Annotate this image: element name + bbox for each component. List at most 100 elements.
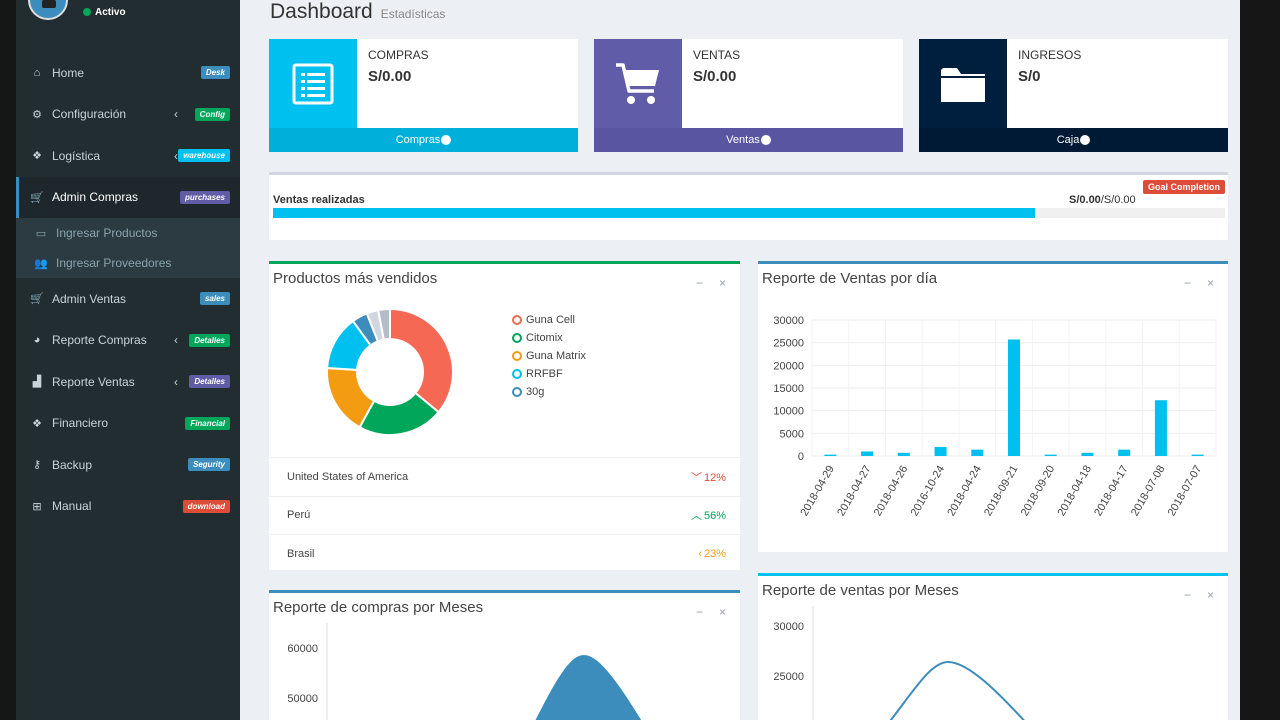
x-tick-label: 2018-07-07 <box>1166 464 1205 519</box>
x-tick-label: 2018-04-24 <box>945 464 984 519</box>
arrow-circle-right-icon <box>441 135 452 145</box>
bar[interactable] <box>1191 454 1204 456</box>
sidebar-item-configuración[interactable]: ⚙ Configuración ‹ Config <box>16 94 240 136</box>
bar[interactable] <box>1044 454 1057 456</box>
ventas-por-meses-box: Reporte de ventas por Meses −× 200002500… <box>758 573 1228 720</box>
bar[interactable] <box>1081 452 1094 456</box>
country-row[interactable]: United States of America ﹀ 12% <box>269 457 740 496</box>
progress-value: S/0.00/S/0.00 <box>1069 194 1136 206</box>
sidebar-item-backup[interactable]: ⚷ Backup Segurity <box>16 444 240 486</box>
ventas-footer-link[interactable]: Ventas <box>594 128 903 152</box>
submenu-item-ingresar-proveedores[interactable]: 👥 Ingresar Proveedores <box>16 248 240 278</box>
legend-item[interactable]: RRFBF <box>512 365 586 383</box>
bar[interactable] <box>934 446 947 456</box>
bar[interactable] <box>897 452 910 456</box>
country-row[interactable]: Brasil ‹ 23% <box>269 534 740 573</box>
home-icon: ⌂ <box>33 66 41 79</box>
minimize-icon[interactable]: − <box>695 276 703 290</box>
compras-value: S/0.00 <box>368 68 412 85</box>
box-tools: − × <box>1168 588 1214 602</box>
percentage-value: 12% <box>703 471 726 484</box>
sidebar-item-admin-compras[interactable]: 🛒 Admin Compras purchases <box>16 176 240 218</box>
folder-icon <box>941 67 985 102</box>
bar[interactable] <box>1008 339 1020 456</box>
key-icon: ⚷ <box>32 459 42 472</box>
ventas-value: S/0.00 <box>693 68 737 85</box>
country-percentage: ︿ 56% <box>691 507 726 523</box>
sidebar-badge: Detalles <box>189 333 230 347</box>
sidebar-item-label: Reporte Compras <box>52 333 147 348</box>
sidebar-item-label: Home <box>52 65 85 80</box>
box-title: Reporte de compras por Meses <box>273 599 484 616</box>
close-icon[interactable]: × <box>1206 588 1214 602</box>
status-dot-icon <box>83 8 91 16</box>
chevron-left-icon: ‹ <box>174 374 178 389</box>
x-tick-label: 2018-07-08 <box>1129 464 1168 519</box>
close-icon[interactable]: × <box>1206 276 1214 290</box>
compras-label: COMPRAS <box>368 48 429 62</box>
bar[interactable] <box>1118 449 1131 456</box>
line-series[interactable] <box>878 660 1038 720</box>
box-tools: − × <box>680 605 726 619</box>
ventas-info-box: VENTAS S/0.00 Ventas <box>594 39 903 152</box>
list-icon <box>292 63 334 104</box>
user-status: Activo <box>83 7 126 18</box>
user-panel: Activo <box>16 0 240 35</box>
box-tools: − × <box>680 276 726 290</box>
sidebar-badge: purchases <box>179 190 230 204</box>
x-tick-label: 2018-09-20 <box>1019 464 1058 519</box>
sidebar-item-reporte-ventas[interactable]: ▟ Reporte Ventas ‹ Detalles <box>16 361 240 403</box>
country-percentage: ‹ 23% <box>698 548 726 560</box>
country-row[interactable]: Perú ︿ 56% <box>269 495 740 535</box>
legend-item[interactable]: Guna Cell <box>512 311 586 329</box>
box-title: Reporte de ventas por Meses <box>762 582 959 599</box>
donut-slice[interactable] <box>389 307 454 414</box>
minimize-icon[interactable]: − <box>1183 276 1191 290</box>
countries-list: United States of America ﹀ 12% Perú ︿ 56% Bras… <box>269 457 740 573</box>
cubes-icon: ❖ <box>32 150 42 163</box>
y-tick-label: 15000 <box>773 383 804 395</box>
area-series[interactable] <box>529 655 649 720</box>
cubes-icon: ❖ <box>32 417 42 430</box>
circle-outline-icon <box>512 333 522 343</box>
country-percentage: ﹀ 12% <box>691 469 726 485</box>
sidebar-item-logística[interactable]: ❖ Logística ‹ warehouse <box>16 135 240 177</box>
sidebar-item-admin-ventas[interactable]: 🛒 Admin Ventas sales <box>16 278 240 320</box>
progress-label: Ventas realizadas <box>273 194 365 206</box>
page-subtitle: Estadísticas <box>380 7 446 21</box>
minimize-icon[interactable]: − <box>695 605 703 619</box>
compras-footer-link[interactable]: Compras <box>269 128 578 152</box>
sidebar-item-label: Admin Compras <box>52 190 139 205</box>
sidebar-badge: download <box>182 499 230 513</box>
y-tick-label: 20000 <box>773 360 804 372</box>
bar[interactable] <box>971 449 984 456</box>
gears-icon: ⚙ <box>32 108 42 121</box>
caja-footer-link[interactable]: Caja <box>919 128 1228 152</box>
sidebar-item-manual[interactable]: ⊞ Manual download <box>16 486 240 528</box>
minimize-icon[interactable]: − <box>1183 588 1191 602</box>
bar[interactable] <box>861 451 874 456</box>
bar[interactable] <box>824 454 837 456</box>
avatar[interactable] <box>28 0 68 20</box>
close-icon[interactable]: × <box>718 605 726 619</box>
sidebar-item-label: Manual <box>52 499 92 514</box>
close-icon[interactable]: × <box>718 276 726 290</box>
trend-arrow-icon: ﹀ <box>690 471 702 484</box>
submenu-item-ingresar-productos[interactable]: ▭ Ingresar Productos <box>16 218 240 248</box>
sidebar-item-home[interactable]: ⌂ Home Desk <box>16 52 240 94</box>
sidebar-item-financiero[interactable]: ❖ Financiero Financial <box>16 403 240 445</box>
ingresos-label: INGRESOS <box>1018 48 1082 62</box>
progress-bar <box>273 208 1225 218</box>
sidebar: Activo ⌂ Home Desk ⚙ Configuración ‹ Config ❖ Lo… <box>16 0 240 720</box>
legend-item[interactable]: 30g <box>512 383 586 401</box>
sidebar-item-reporte-compras[interactable]: ◕ Reporte Compras ‹ Detalles <box>16 320 240 362</box>
donut-slice[interactable] <box>377 307 391 341</box>
x-tick-label: 2018-04-29 <box>798 464 837 519</box>
y-tick-label: 0 <box>798 451 804 463</box>
legend-item[interactable]: Citomix <box>512 329 586 347</box>
legend-item[interactable]: Guna Matrix <box>512 347 586 365</box>
legend-label: Citomix <box>526 332 563 344</box>
bar[interactable] <box>1154 400 1167 456</box>
hdd-icon: ▭ <box>35 227 47 240</box>
